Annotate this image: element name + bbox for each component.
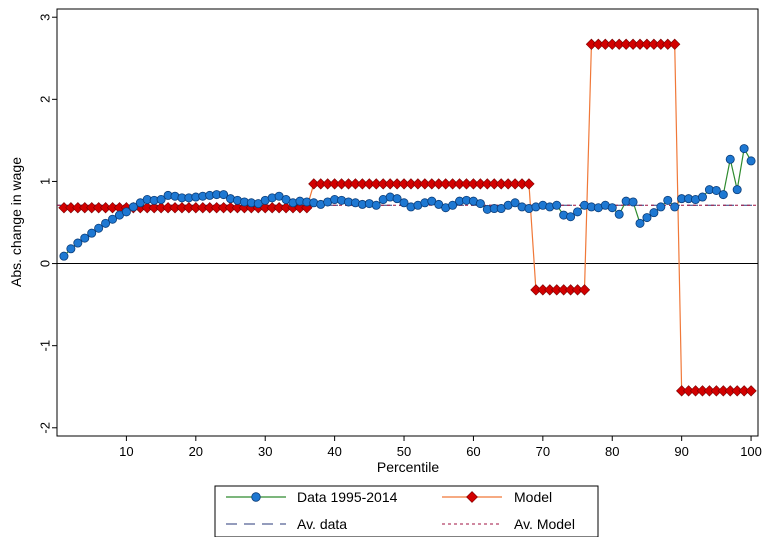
data-point (128, 202, 138, 212)
y-tick-label: -2 (38, 422, 53, 434)
data-point (614, 209, 624, 219)
data-point (399, 198, 409, 208)
data-point (101, 218, 111, 228)
data-point (670, 202, 680, 212)
data-point (371, 200, 381, 210)
y-tick-label: 3 (38, 14, 53, 21)
plot-frame (56, 8, 759, 437)
x-tick-label: 10 (119, 444, 133, 459)
data-point (649, 208, 659, 218)
legend-box (214, 485, 599, 537)
legend: Data 1995-2014 Model Av. data Av. Model (214, 485, 599, 537)
data-point (219, 190, 229, 200)
data-point (108, 214, 118, 224)
data-point (656, 202, 666, 212)
legend-label-avmodel: Av. Model (514, 516, 575, 532)
data-point (566, 212, 576, 222)
data-point (725, 154, 735, 164)
data-point (732, 185, 742, 195)
data-point (746, 156, 756, 166)
legend-label-data: Data 1995-2014 (297, 489, 398, 505)
x-tick-label: 80 (605, 444, 619, 459)
data-point (607, 203, 617, 213)
data-point (475, 199, 485, 209)
data-point (510, 198, 520, 208)
model-point (669, 38, 681, 50)
x-tick-label: 70 (536, 444, 550, 459)
x-tick-label: 50 (397, 444, 411, 459)
data-point (66, 244, 76, 254)
x-tick-label: 30 (258, 444, 272, 459)
y-tick-label: -1 (38, 340, 53, 352)
data-point (739, 144, 749, 154)
model-point (578, 284, 591, 296)
data-point (73, 238, 83, 248)
data-point (156, 195, 166, 205)
data-point (663, 195, 673, 205)
x-axis-title: Percentile (377, 459, 439, 475)
model-point (523, 178, 535, 190)
data-point (697, 192, 707, 202)
data-point (552, 200, 562, 210)
legend-model-marker (466, 491, 478, 503)
data-point (94, 223, 104, 233)
y-tick-label: 0 (38, 260, 53, 267)
legend-label-avdata: Av. data (297, 516, 347, 532)
y-axis: -2 -1 0 1 2 3 (38, 14, 57, 434)
y-tick-label: 1 (38, 178, 53, 185)
data-point (121, 207, 131, 217)
x-tick-label: 100 (740, 444, 762, 459)
data-point (80, 233, 90, 243)
series-markers (58, 38, 757, 397)
y-tick-label: 2 (38, 96, 53, 103)
model-point (745, 385, 757, 397)
legend-label-model: Model (514, 489, 552, 505)
data-point (59, 251, 69, 261)
x-tick-label: 60 (466, 444, 480, 459)
x-axis: 10 20 30 40 50 60 70 80 90 100 (119, 436, 762, 459)
x-tick-label: 20 (189, 444, 203, 459)
data-point (635, 218, 645, 228)
data-point (628, 197, 638, 207)
data-point (711, 185, 721, 195)
data-point (573, 207, 583, 217)
y-axis-title: Abs. change in wage (8, 157, 24, 287)
x-tick-label: 90 (674, 444, 688, 459)
data-point (448, 200, 458, 210)
data-point (87, 228, 97, 238)
x-tick-label: 40 (327, 444, 341, 459)
data-point (642, 213, 652, 223)
data-point (392, 194, 402, 204)
legend-data-marker (251, 492, 261, 502)
data-point (718, 190, 728, 200)
